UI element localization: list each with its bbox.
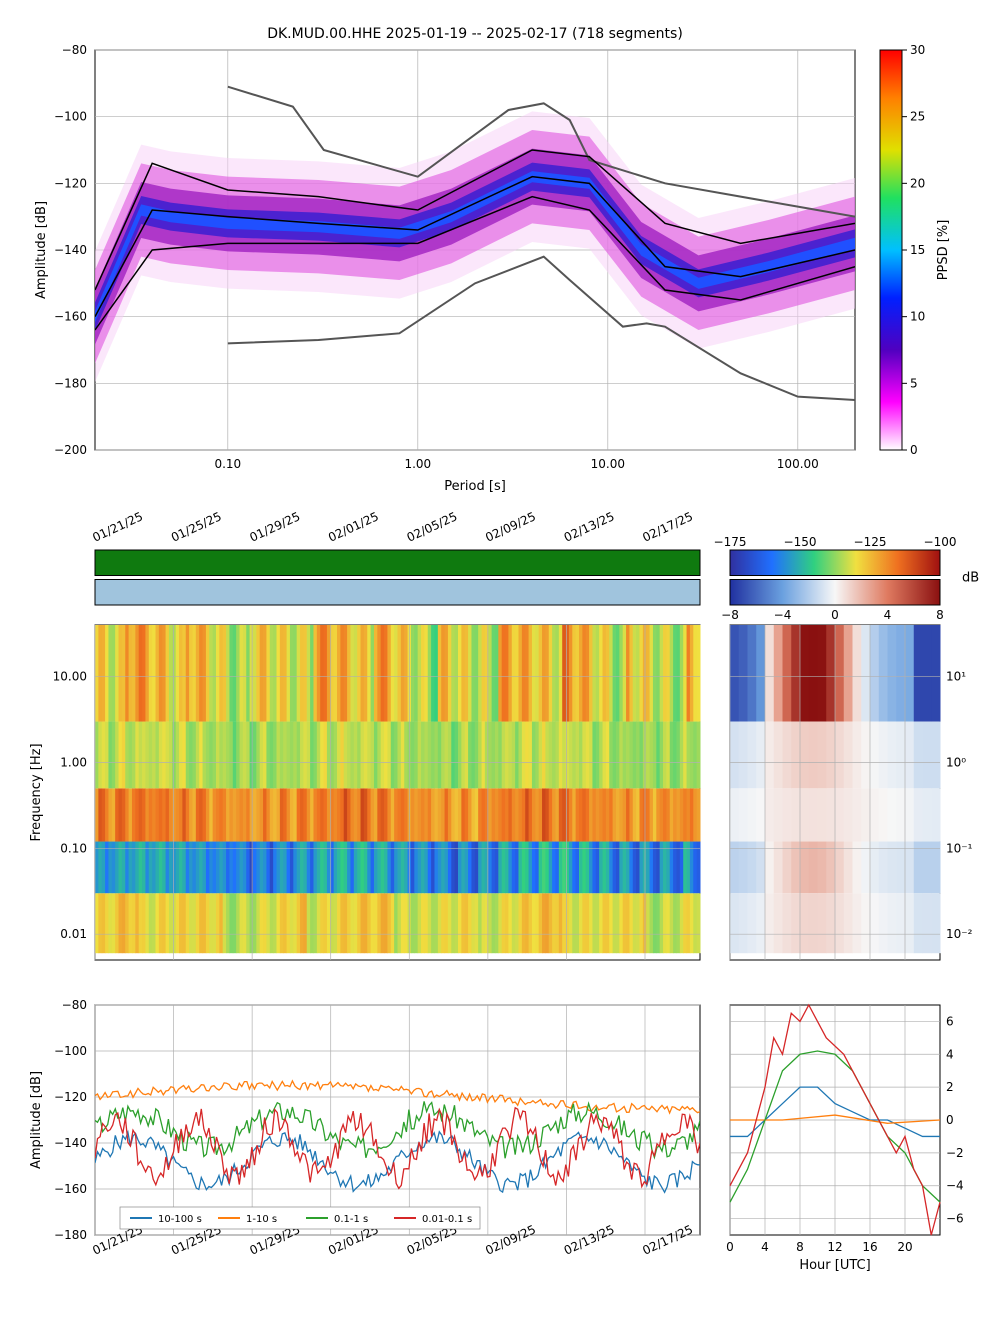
svg-text:2: 2 bbox=[946, 1080, 954, 1094]
svg-text:10¹: 10¹ bbox=[946, 670, 966, 684]
svg-text:−140: −140 bbox=[54, 243, 87, 257]
svg-text:0: 0 bbox=[946, 1113, 954, 1127]
svg-text:16: 16 bbox=[862, 1240, 877, 1254]
svg-text:10.00: 10.00 bbox=[53, 670, 87, 684]
svg-text:1-10 s: 1-10 s bbox=[246, 1214, 277, 1225]
svg-text:−80: −80 bbox=[62, 998, 87, 1012]
svg-text:−100: −100 bbox=[54, 1044, 87, 1058]
db-colorbar-bot bbox=[730, 580, 940, 606]
svg-text:0: 0 bbox=[726, 1240, 734, 1254]
spectrogram-heatmap bbox=[95, 625, 701, 953]
svg-text:0.01-0.1 s: 0.01-0.1 s bbox=[422, 1214, 472, 1225]
svg-text:−2: −2 bbox=[946, 1146, 964, 1160]
svg-text:02/05/25: 02/05/25 bbox=[405, 509, 460, 544]
svg-text:25: 25 bbox=[910, 110, 925, 124]
svg-text:−140: −140 bbox=[54, 1136, 87, 1150]
seismic-ppsd-figure: DK.MUD.00.HHE 2025-01-19 -- 2025-02-17 (… bbox=[20, 20, 980, 1310]
timeseries-lines bbox=[95, 1081, 700, 1192]
svg-text:4: 4 bbox=[946, 1047, 954, 1061]
svg-text:1.00: 1.00 bbox=[404, 457, 431, 471]
svg-text:1.00: 1.00 bbox=[60, 756, 87, 770]
spectrogram-ylabel: Frequency [Hz] bbox=[29, 743, 44, 841]
svg-text:−4: −4 bbox=[946, 1179, 964, 1193]
svg-text:−150: −150 bbox=[784, 535, 817, 549]
ts-line bbox=[95, 1132, 700, 1193]
svg-text:02/17/25: 02/17/25 bbox=[640, 1222, 695, 1257]
timeseries-axes bbox=[95, 1005, 700, 1235]
svg-text:−100: −100 bbox=[924, 535, 957, 549]
svg-text:0.1-1 s: 0.1-1 s bbox=[334, 1214, 368, 1225]
svg-text:−100: −100 bbox=[54, 110, 87, 124]
db-cbar-label: dB bbox=[962, 571, 979, 586]
svg-text:10⁻¹: 10⁻¹ bbox=[946, 841, 973, 855]
svg-text:100.00: 100.00 bbox=[777, 457, 819, 471]
hour-xlabel: Hour [UTC] bbox=[799, 1258, 870, 1273]
ts-legend: 10-100 s 1-10 s 0.1-1 s 0.01-0.1 s bbox=[120, 1207, 480, 1229]
svg-text:20: 20 bbox=[910, 176, 925, 190]
ppsd-colorbar bbox=[880, 50, 902, 450]
svg-text:−160: −160 bbox=[54, 1182, 87, 1196]
ppsd-cbar-label: PPSD [%] bbox=[936, 220, 951, 281]
svg-text:20: 20 bbox=[897, 1240, 912, 1254]
svg-text:10.00: 10.00 bbox=[591, 457, 625, 471]
svg-text:0.10: 0.10 bbox=[60, 841, 87, 855]
svg-text:−120: −120 bbox=[54, 176, 87, 190]
svg-text:02/09/25: 02/09/25 bbox=[483, 509, 538, 544]
svg-text:−120: −120 bbox=[54, 1090, 87, 1104]
svg-text:10-100 s: 10-100 s bbox=[158, 1214, 202, 1225]
ppsd-ylabel: Amplitude [dB] bbox=[34, 201, 49, 299]
svg-text:0.01: 0.01 bbox=[60, 927, 87, 941]
svg-text:8: 8 bbox=[936, 608, 944, 622]
svg-text:−80: −80 bbox=[62, 43, 87, 57]
svg-text:0: 0 bbox=[910, 443, 918, 457]
ts-ylabel: Amplitude [dB] bbox=[29, 1071, 44, 1169]
svg-text:−180: −180 bbox=[54, 376, 87, 390]
svg-text:−200: −200 bbox=[54, 443, 87, 457]
svg-text:0: 0 bbox=[831, 608, 839, 622]
svg-text:−160: −160 bbox=[54, 310, 87, 324]
svg-text:01/29/25: 01/29/25 bbox=[247, 509, 302, 544]
svg-text:−4: −4 bbox=[774, 608, 792, 622]
svg-text:02/01/25: 02/01/25 bbox=[326, 509, 381, 544]
svg-text:5: 5 bbox=[910, 376, 918, 390]
svg-text:15: 15 bbox=[910, 243, 925, 257]
svg-text:10: 10 bbox=[910, 310, 925, 324]
svg-text:8: 8 bbox=[796, 1240, 804, 1254]
svg-text:01/25/25: 01/25/25 bbox=[169, 509, 224, 544]
svg-text:02/17/25: 02/17/25 bbox=[640, 509, 695, 544]
svg-text:−8: −8 bbox=[721, 608, 739, 622]
coverage-strip-top bbox=[95, 550, 700, 576]
svg-text:6: 6 bbox=[946, 1014, 954, 1028]
svg-text:02/09/25: 02/09/25 bbox=[483, 1222, 538, 1257]
svg-text:−175: −175 bbox=[714, 535, 747, 549]
svg-text:−125: −125 bbox=[854, 535, 887, 549]
svg-text:12: 12 bbox=[827, 1240, 842, 1254]
coverage-strip-bot bbox=[95, 580, 700, 606]
svg-text:4: 4 bbox=[761, 1240, 769, 1254]
ts-line bbox=[95, 1108, 700, 1189]
ppsd-density bbox=[95, 87, 855, 400]
ppsd-xlabel: Period [s] bbox=[444, 479, 506, 494]
db-colorbar-top bbox=[730, 550, 940, 576]
svg-text:02/13/25: 02/13/25 bbox=[562, 1222, 617, 1257]
svg-text:0.10: 0.10 bbox=[214, 457, 241, 471]
svg-text:30: 30 bbox=[910, 43, 925, 57]
figure-title: DK.MUD.00.HHE 2025-01-19 -- 2025-02-17 (… bbox=[267, 26, 683, 42]
svg-text:4: 4 bbox=[884, 608, 892, 622]
svg-text:10⁻²: 10⁻² bbox=[946, 927, 973, 941]
svg-text:10⁰: 10⁰ bbox=[946, 756, 966, 770]
svg-text:−180: −180 bbox=[54, 1228, 87, 1242]
svg-text:−6: −6 bbox=[946, 1212, 964, 1226]
svg-text:02/13/25: 02/13/25 bbox=[562, 509, 617, 544]
svg-text:01/21/25: 01/21/25 bbox=[90, 509, 145, 544]
